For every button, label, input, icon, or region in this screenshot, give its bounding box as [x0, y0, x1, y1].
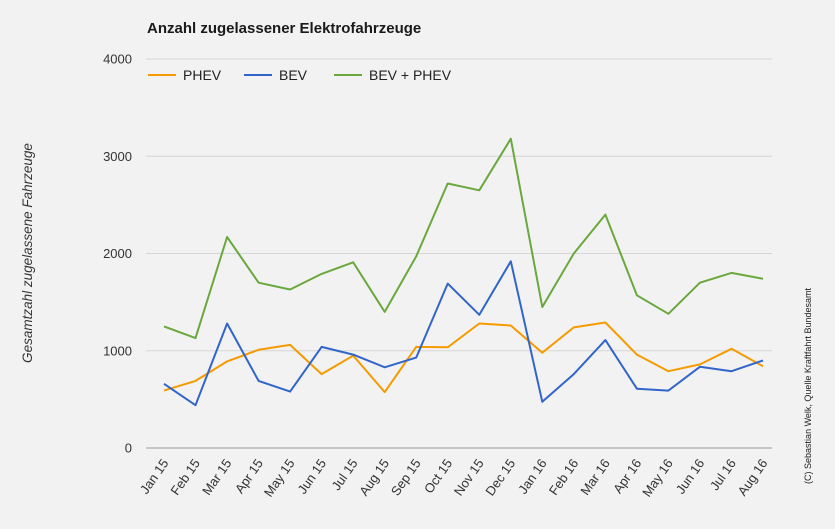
gridlines	[146, 58, 772, 449]
y-axis-ticks: 0 1000 2000 3000 4000	[103, 52, 132, 456]
series-line-phev	[163, 321, 764, 394]
series-lines	[163, 137, 764, 407]
series-line-bev-phev	[163, 137, 764, 340]
series-line-bev	[163, 260, 764, 407]
y-tick-label: 4000	[103, 52, 132, 67]
legend-label: BEV + PHEV	[369, 67, 452, 83]
y-tick-label: 1000	[103, 343, 132, 358]
y-tick-label: 0	[125, 441, 132, 456]
legend-label: BEV	[279, 67, 308, 83]
legend: PHEV BEV BEV + PHEV	[148, 67, 452, 83]
legend-label: PHEV	[183, 67, 222, 83]
y-tick-label: 3000	[103, 149, 132, 164]
y-axis-label: Gesamtzahl zugelassene Fahrzeuge	[20, 143, 35, 363]
credit-text: (C) Sebastian Welk, Quelle Kraftfahrt Bu…	[803, 288, 813, 484]
y-tick-label: 2000	[103, 246, 132, 261]
chart-title: Anzahl zugelassener Elektrofahrzeuge	[147, 20, 421, 37]
